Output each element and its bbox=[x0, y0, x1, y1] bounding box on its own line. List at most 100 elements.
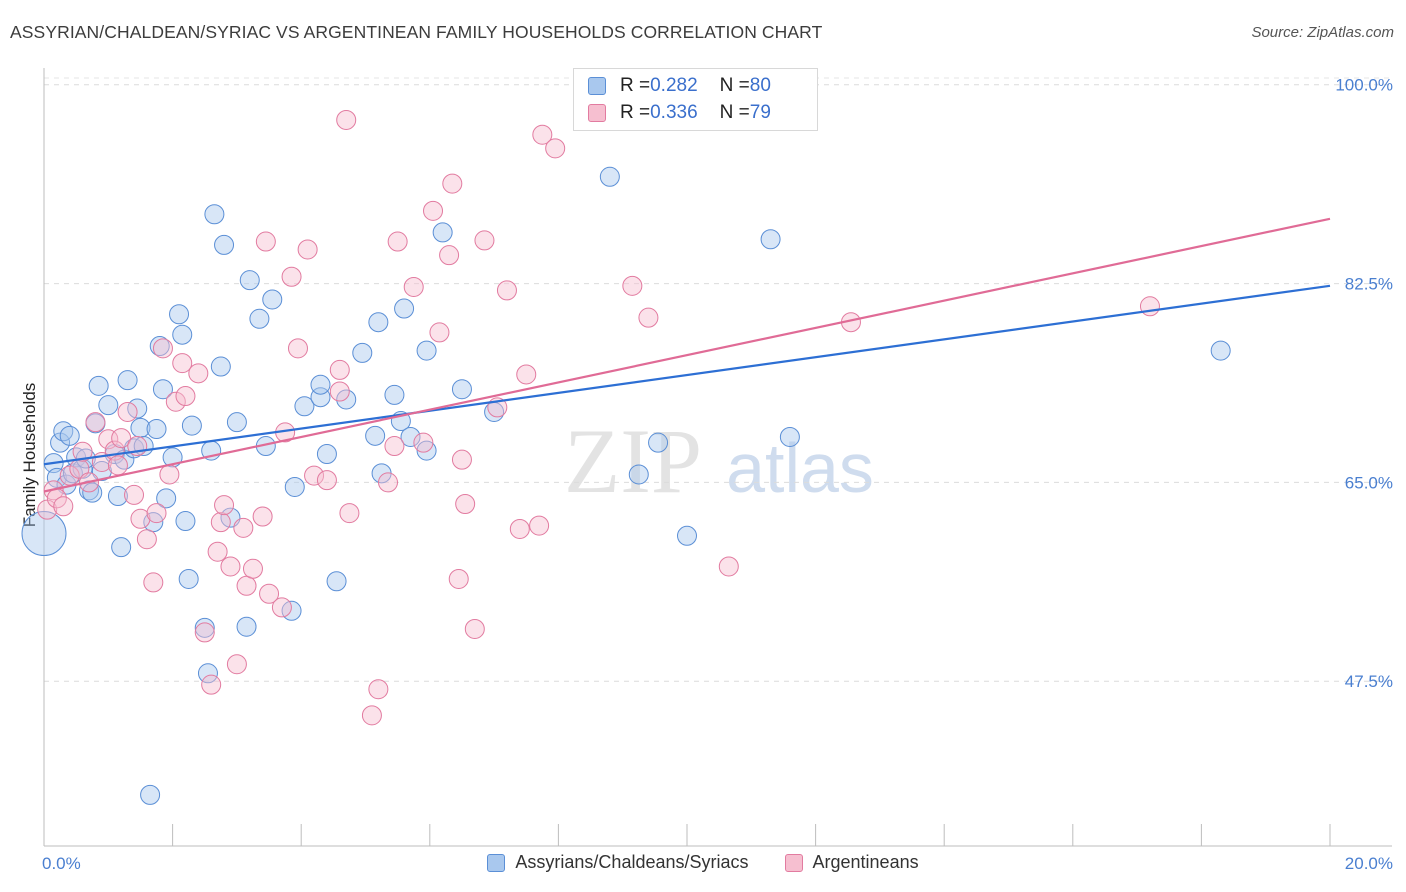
point-assyrians bbox=[98, 395, 119, 416]
point-argentineans bbox=[233, 517, 254, 538]
r-value: 0.282 bbox=[650, 75, 698, 96]
point-assyrians bbox=[249, 308, 270, 329]
legend-label-assyrians: Assyrians/Chaldeans/Syriacs bbox=[515, 852, 749, 872]
point-argentineans bbox=[53, 496, 74, 517]
point-argentineans bbox=[143, 572, 164, 593]
point-argentineans bbox=[287, 338, 308, 359]
axes bbox=[43, 68, 1392, 847]
point-argentineans bbox=[329, 359, 350, 380]
watermark-atlas: atlas bbox=[726, 429, 874, 507]
point-assyrians bbox=[169, 304, 190, 325]
point-argentineans bbox=[152, 338, 173, 359]
point-argentineans bbox=[271, 597, 292, 618]
legend-item-assyrians[interactable]: Assyrians/Chaldeans/Syriacs bbox=[487, 852, 749, 873]
tick-labels: 100.0% 82.5% 65.0% 47.5% 0.0% 20.0% bbox=[42, 76, 1393, 873]
trend-line-assyrians bbox=[43, 284, 1331, 466]
point-assyrians bbox=[336, 389, 357, 410]
point-assyrians bbox=[394, 298, 415, 319]
stats-row-assyrians: R = 0.282 N = 80 bbox=[588, 75, 771, 97]
point-assyrians bbox=[214, 234, 235, 255]
x-tick-label: 0.0% bbox=[42, 854, 81, 873]
watermark-zip: ZIP bbox=[564, 410, 702, 512]
source-credit: Source: ZipAtlas.com bbox=[1251, 24, 1394, 41]
point-argentineans bbox=[226, 654, 247, 675]
point-argentineans bbox=[72, 441, 93, 462]
point-argentineans bbox=[532, 124, 553, 145]
point-argentineans bbox=[136, 529, 157, 550]
point-assyrians bbox=[451, 379, 472, 400]
point-argentineans bbox=[384, 436, 405, 457]
point-assyrians bbox=[21, 511, 67, 557]
point-argentineans bbox=[439, 245, 460, 266]
point-assyrians bbox=[204, 204, 225, 225]
point-argentineans bbox=[304, 465, 325, 486]
point-assyrians bbox=[677, 525, 697, 546]
point-assyrians bbox=[175, 511, 196, 532]
point-argentineans bbox=[130, 508, 151, 529]
point-assyrians bbox=[236, 616, 257, 637]
point-assyrians bbox=[226, 412, 247, 433]
point-assyrians bbox=[149, 336, 170, 357]
trend-line-argentineans bbox=[43, 217, 1331, 493]
point-assyrians bbox=[46, 467, 67, 488]
point-argentineans bbox=[455, 493, 476, 514]
point-assyrians bbox=[760, 229, 781, 250]
point-argentineans bbox=[718, 556, 739, 577]
point-argentineans bbox=[297, 239, 318, 260]
point-argentineans bbox=[403, 276, 424, 297]
data-points bbox=[21, 109, 1231, 805]
point-argentineans bbox=[423, 200, 444, 221]
point-assyrians bbox=[416, 440, 437, 461]
legend-item-argentineans[interactable]: Argentineans bbox=[784, 852, 919, 873]
stats-legend: R = 0.282 N = 80 R = 0.336 N = 79 bbox=[573, 68, 818, 131]
point-assyrians bbox=[352, 342, 373, 363]
point-argentineans bbox=[451, 449, 472, 470]
y-tick-label: 65.0% bbox=[1345, 473, 1393, 492]
point-argentineans bbox=[529, 515, 550, 536]
point-assyrians bbox=[599, 166, 620, 187]
point-assyrians bbox=[111, 537, 132, 558]
point-assyrians bbox=[152, 379, 173, 400]
y-tick-label: 100.0% bbox=[1335, 76, 1393, 95]
point-argentineans bbox=[316, 470, 337, 491]
point-argentineans bbox=[442, 173, 463, 194]
point-argentineans bbox=[474, 230, 495, 251]
point-assyrians bbox=[146, 419, 167, 440]
point-assyrians bbox=[326, 571, 347, 592]
point-assyrians bbox=[262, 289, 283, 310]
point-argentineans bbox=[545, 138, 566, 159]
point-argentineans bbox=[496, 280, 517, 301]
legend-label-argentineans: Argentineans bbox=[812, 852, 919, 872]
point-assyrians bbox=[416, 340, 437, 361]
point-argentineans bbox=[281, 266, 302, 287]
point-argentineans bbox=[464, 618, 485, 639]
point-assyrians bbox=[210, 356, 231, 377]
n-value: 79 bbox=[749, 102, 771, 123]
point-assyrians bbox=[197, 663, 218, 684]
point-argentineans bbox=[622, 275, 643, 296]
point-assyrians bbox=[50, 432, 71, 453]
point-assyrians bbox=[648, 432, 669, 453]
point-argentineans bbox=[214, 495, 235, 516]
point-argentineans bbox=[413, 432, 434, 453]
point-argentineans bbox=[98, 429, 119, 450]
n-label: N = bbox=[719, 75, 750, 96]
point-argentineans bbox=[165, 391, 186, 412]
point-argentineans bbox=[207, 541, 228, 562]
y-tick-label: 47.5% bbox=[1345, 672, 1393, 691]
watermark: ZIP atlas bbox=[564, 410, 874, 512]
point-argentineans bbox=[242, 558, 263, 579]
point-argentineans bbox=[336, 109, 357, 130]
n-value: 80 bbox=[749, 75, 771, 96]
point-argentineans bbox=[175, 386, 196, 407]
r-label: R = bbox=[620, 102, 651, 123]
point-argentineans bbox=[361, 705, 382, 726]
point-assyrians bbox=[140, 784, 161, 805]
point-argentineans bbox=[146, 503, 167, 524]
point-assyrians bbox=[194, 617, 215, 638]
point-argentineans bbox=[259, 583, 280, 604]
point-argentineans bbox=[339, 503, 360, 524]
point-argentineans bbox=[107, 455, 128, 476]
r-value: 0.336 bbox=[650, 102, 698, 123]
